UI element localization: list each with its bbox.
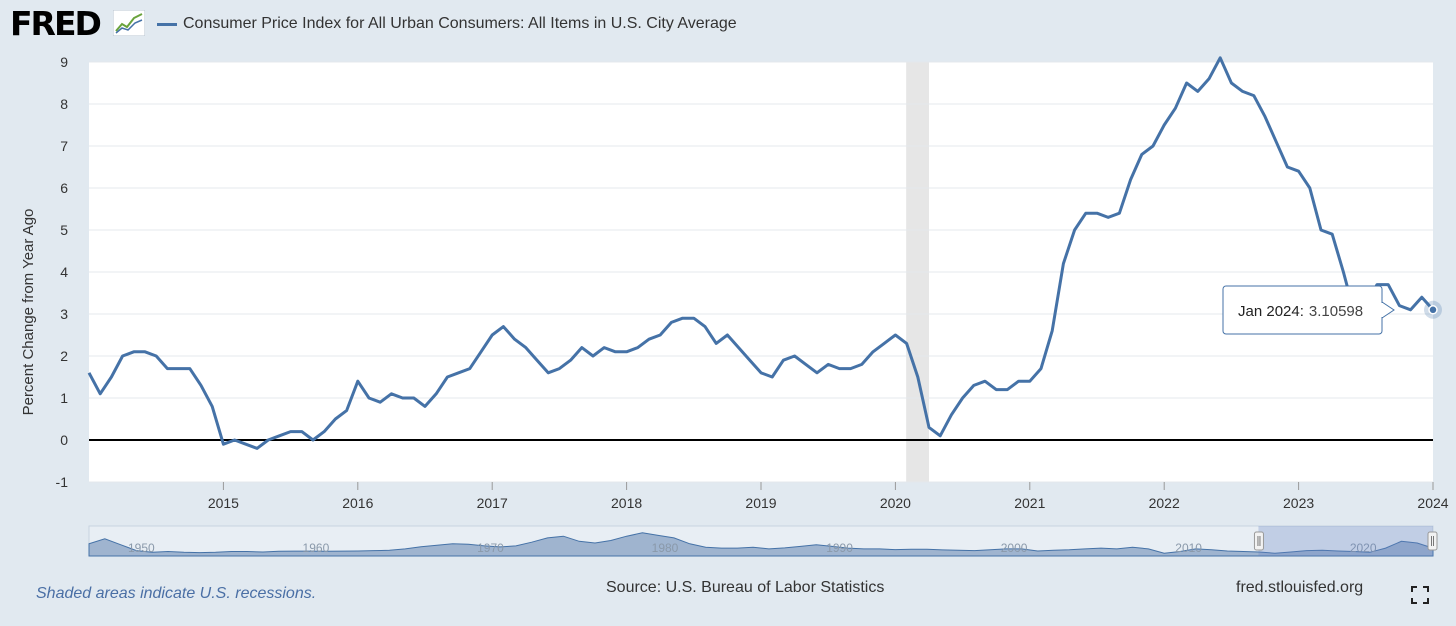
y-tick-label: 2 xyxy=(60,348,68,364)
svg-text:Jan 2024:3.10598: Jan 2024: 3.10598 xyxy=(1238,303,1363,320)
fred-logo[interactable]: FRED xyxy=(10,4,102,43)
tooltip-date: Jan 2024: xyxy=(1238,303,1304,320)
navigator-left-handle[interactable] xyxy=(1253,531,1264,551)
y-tick-label: 1 xyxy=(60,390,68,406)
navigator-series xyxy=(88,532,1434,557)
cpi-chart: 2015 2016 2017 2018 2019 2020 2021 2022 2023 2024… xyxy=(20,54,1449,557)
x-tick-label: 2021 xyxy=(1014,495,1045,511)
navigator-label: 2010 xyxy=(1175,541,1202,555)
recession-note: Shaded areas indicate U.S. recessions. xyxy=(36,585,317,602)
site-link[interactable]: fred.stlouisfed.org xyxy=(1236,579,1364,596)
navigator-label: 2020 xyxy=(1350,541,1377,555)
y-tick-label: 5 xyxy=(60,222,68,238)
data-tooltip: Jan 2024: 3.10598 xyxy=(1222,285,1395,335)
navigator-label: 2000 xyxy=(1001,541,1028,555)
range-navigator[interactable]: 1950 1960 1970 1980 1990 2000 2010 2020 xyxy=(88,525,1438,557)
trend-chart-icon xyxy=(113,10,145,36)
x-tick-label: 2018 xyxy=(611,495,642,511)
y-tick-label: 6 xyxy=(60,180,68,196)
x-tick-label: 2023 xyxy=(1283,495,1314,511)
legend-swatch xyxy=(157,23,177,26)
navigator-label: 1980 xyxy=(652,541,679,555)
navigator-label: 1950 xyxy=(128,541,155,555)
x-tick-label: 2015 xyxy=(208,495,239,511)
y-tick-label: -1 xyxy=(56,474,69,490)
y-tick-label: 4 xyxy=(60,264,68,280)
navigator-right-handle[interactable] xyxy=(1427,531,1438,551)
x-tick-label: 2017 xyxy=(477,495,508,511)
x-tick-label: 2020 xyxy=(880,495,911,511)
y-tick-label: 0 xyxy=(60,432,68,448)
x-tick-label: 2016 xyxy=(342,495,373,511)
navigator-selected-range[interactable] xyxy=(1258,526,1433,556)
y-tick-label: 8 xyxy=(60,96,68,112)
tooltip-value: 3.10598 xyxy=(1309,303,1363,320)
x-tick-label: 2022 xyxy=(1149,495,1180,511)
series-title[interactable]: Consumer Price Index for All Urban Consu… xyxy=(183,15,737,32)
x-tick-label: 2019 xyxy=(745,495,776,511)
y-axis-label: Percent Change from Year Ago xyxy=(20,209,37,416)
source-note: Source: U.S. Bureau of Labor Statistics xyxy=(606,579,885,596)
x-tick-label: 2024 xyxy=(1417,495,1448,511)
y-tick-label: 9 xyxy=(60,54,68,70)
hover-point[interactable] xyxy=(1428,305,1438,315)
navigator-label: 1970 xyxy=(477,541,504,555)
navigator-label: 1990 xyxy=(826,541,853,555)
cpi-series-line[interactable] xyxy=(87,56,1435,450)
chart-header: FRED Consumer Price Index for All Urban … xyxy=(0,0,1456,50)
navigator-label: 1960 xyxy=(303,541,330,555)
fullscreen-icon[interactable] xyxy=(1411,586,1429,604)
y-tick-label: 7 xyxy=(60,138,68,154)
y-tick-label: 3 xyxy=(60,306,68,322)
